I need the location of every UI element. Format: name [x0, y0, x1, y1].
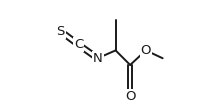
- Text: O: O: [125, 90, 136, 103]
- Text: S: S: [57, 25, 65, 38]
- Text: O: O: [141, 44, 151, 57]
- Text: N: N: [93, 52, 103, 65]
- Text: C: C: [74, 38, 83, 51]
